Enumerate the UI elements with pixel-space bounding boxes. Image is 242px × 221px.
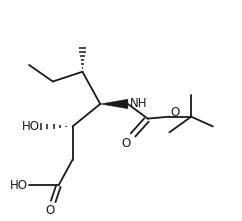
Text: O: O <box>170 106 179 119</box>
Polygon shape <box>100 99 128 109</box>
Text: O: O <box>46 204 55 217</box>
Text: O: O <box>121 137 130 150</box>
Text: HO: HO <box>10 179 28 192</box>
Text: HO: HO <box>22 120 40 133</box>
Text: NH: NH <box>130 97 147 110</box>
